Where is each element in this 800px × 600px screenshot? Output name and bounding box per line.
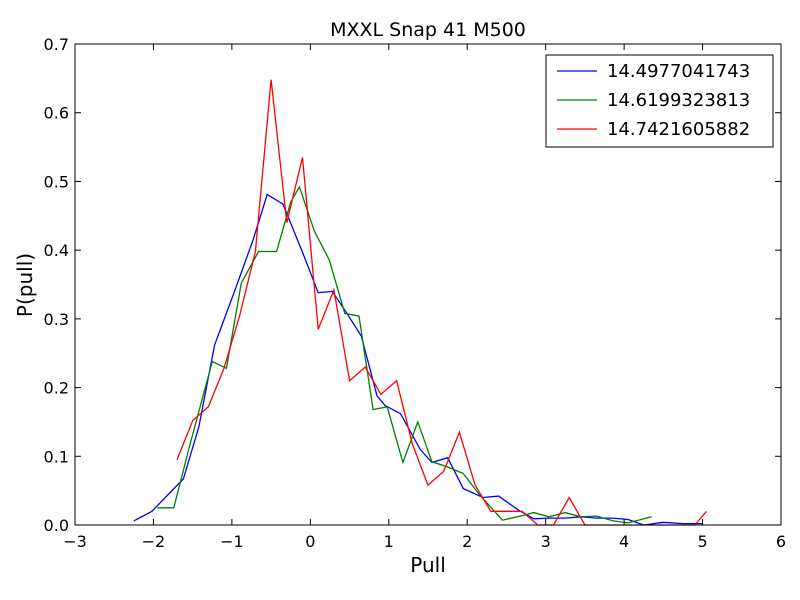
- x-tick-label: −3: [63, 532, 87, 551]
- legend-label-2: 14.6199323813: [607, 90, 750, 111]
- y-tick-label: 0.3: [44, 310, 69, 329]
- x-tick-label: 5: [697, 532, 707, 551]
- x-tick-label: 0: [305, 532, 315, 551]
- y-axis: 0.0 0.1 0.2 0.3 0.4 0.5 0.6 0.7: [44, 35, 781, 535]
- x-tick-label: 4: [619, 532, 629, 551]
- y-tick-label: 0.5: [44, 172, 69, 191]
- y-tick-label: 0.7: [44, 35, 69, 54]
- x-tick-label: 1: [384, 532, 394, 551]
- legend-label-1: 14.4977041743: [607, 61, 750, 82]
- x-tick-label: 2: [462, 532, 472, 551]
- chart-title: MXXL Snap 41 M500: [330, 19, 526, 41]
- plot-frame: [74, 43, 782, 526]
- legend-box: [545, 54, 774, 148]
- x-tick-label: 6: [776, 532, 786, 551]
- series-line-1: [133, 193, 703, 526]
- x-axis-label: Pull: [410, 553, 446, 577]
- y-tick-label: 0.2: [44, 379, 69, 398]
- legend: 14.4977041743 14.6199323813 14.7421605882: [545, 54, 774, 148]
- legend-label-3: 14.7421605882: [607, 119, 750, 140]
- x-tick-label: −2: [142, 532, 166, 551]
- x-tick-label: −1: [220, 532, 244, 551]
- y-tick-label: 0.1: [44, 447, 69, 466]
- x-tick-label: 3: [541, 532, 551, 551]
- y-axis-label: P(pull): [13, 253, 37, 317]
- y-tick-label: 0.4: [44, 241, 69, 260]
- y-tick-label: 0.0: [44, 516, 69, 535]
- x-axis: −3 −2 −1 0 1 2 3 4 5 6: [63, 44, 786, 551]
- series-line-2: [157, 185, 652, 524]
- y-tick-label: 0.6: [44, 104, 69, 123]
